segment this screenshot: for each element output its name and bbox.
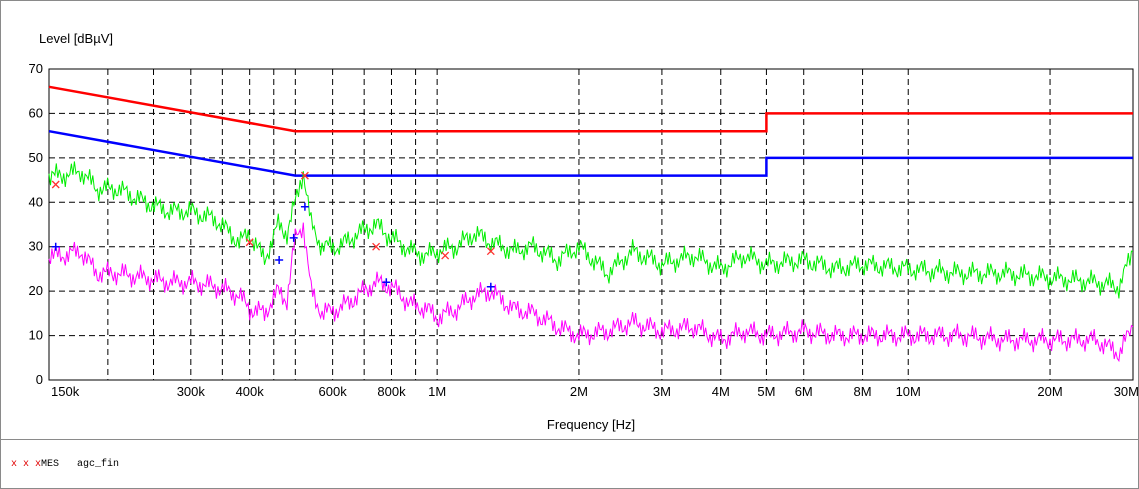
plus-marker bbox=[382, 278, 391, 287]
plot-area bbox=[48, 68, 1134, 381]
x-tick-label: 150k bbox=[51, 384, 80, 399]
legend-markers: x x x bbox=[11, 459, 42, 470]
plus-marker bbox=[275, 256, 284, 265]
x-marker bbox=[245, 238, 254, 247]
y-tick-label: 50 bbox=[29, 150, 43, 165]
x-tick-label: 400k bbox=[236, 384, 265, 399]
chart-canvas: 0 10 20 30 40 50 60 70 150k 300k 400k 600k 800k 1M 2M 3… bbox=[29, 31, 1138, 432]
x-tick-label: 1M bbox=[428, 384, 446, 399]
y-tick-label: 10 bbox=[29, 328, 43, 343]
plus-marker bbox=[289, 233, 298, 242]
x-tick-label: 2M bbox=[570, 384, 588, 399]
plus-marker bbox=[300, 202, 309, 211]
y-tick-label: 20 bbox=[29, 283, 43, 298]
legend-mes-label: MES bbox=[41, 459, 60, 470]
x-marker bbox=[441, 251, 450, 260]
series-line-1 bbox=[48, 85, 1133, 133]
x-tick-label: 800k bbox=[377, 384, 406, 399]
x-tick-label: 6M bbox=[795, 384, 813, 399]
x-marker bbox=[51, 180, 60, 189]
x-marker bbox=[300, 171, 309, 180]
x-tick-label: 5M bbox=[757, 384, 775, 399]
plus-marker bbox=[486, 282, 495, 291]
x-tick-label: 300k bbox=[177, 384, 206, 399]
x-axis-title: Frequency [Hz] bbox=[547, 417, 635, 432]
y-tick-label: 40 bbox=[29, 194, 43, 209]
plus-marker bbox=[51, 242, 60, 251]
tick-layer: 0 10 20 30 40 50 60 70 150k 300k 400k 600k 800k 1M 2M 3… bbox=[29, 61, 1138, 399]
marker-layer bbox=[51, 171, 495, 291]
series-layer bbox=[48, 85, 1134, 363]
y-axis-title: Level [dBµV] bbox=[39, 31, 113, 46]
x-tick-label: 30M bbox=[1114, 384, 1138, 399]
x-tick-label: 600k bbox=[319, 384, 348, 399]
x-marker bbox=[372, 242, 381, 251]
y-tick-label: 70 bbox=[29, 61, 43, 76]
y-tick-label: 0 bbox=[36, 372, 43, 387]
x-marker bbox=[486, 247, 495, 256]
x-tick-label: 4M bbox=[712, 384, 730, 399]
x-tick-label: 3M bbox=[653, 384, 671, 399]
x-tick-label: 20M bbox=[1037, 384, 1062, 399]
grid-layer bbox=[49, 69, 1133, 380]
series-line-4 bbox=[48, 222, 1134, 363]
series-line-3 bbox=[48, 161, 1134, 299]
y-tick-label: 30 bbox=[29, 239, 43, 254]
y-tick-label: 60 bbox=[29, 105, 43, 120]
x-tick-label: 8M bbox=[854, 384, 872, 399]
x-tick-label: 10M bbox=[896, 384, 921, 399]
series-line-2 bbox=[48, 129, 1133, 177]
legend-divider bbox=[1, 439, 1138, 440]
legend-name: agc_fin bbox=[77, 459, 120, 470]
legend: x x xMES agc_fin bbox=[11, 459, 119, 470]
